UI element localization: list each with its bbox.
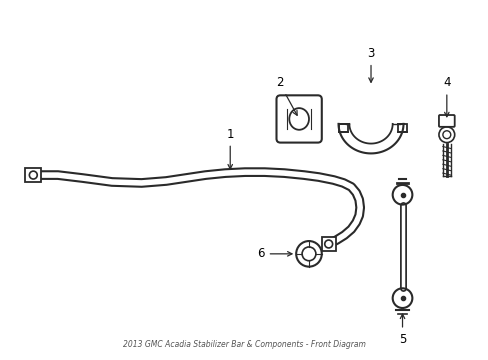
Bar <box>338 124 347 132</box>
FancyBboxPatch shape <box>276 95 321 143</box>
Text: 2013 GMC Acadia Stabilizer Bar & Components - Front Diagram: 2013 GMC Acadia Stabilizer Bar & Compone… <box>122 340 365 349</box>
Text: 3: 3 <box>366 47 374 82</box>
Bar <box>25 168 41 182</box>
Bar <box>397 124 407 132</box>
FancyBboxPatch shape <box>438 115 454 127</box>
Bar <box>321 237 335 251</box>
Text: 6: 6 <box>257 247 291 260</box>
Text: 1: 1 <box>226 127 233 169</box>
Text: 4: 4 <box>442 76 449 117</box>
Text: 5: 5 <box>398 314 406 346</box>
Text: 2: 2 <box>275 76 297 115</box>
